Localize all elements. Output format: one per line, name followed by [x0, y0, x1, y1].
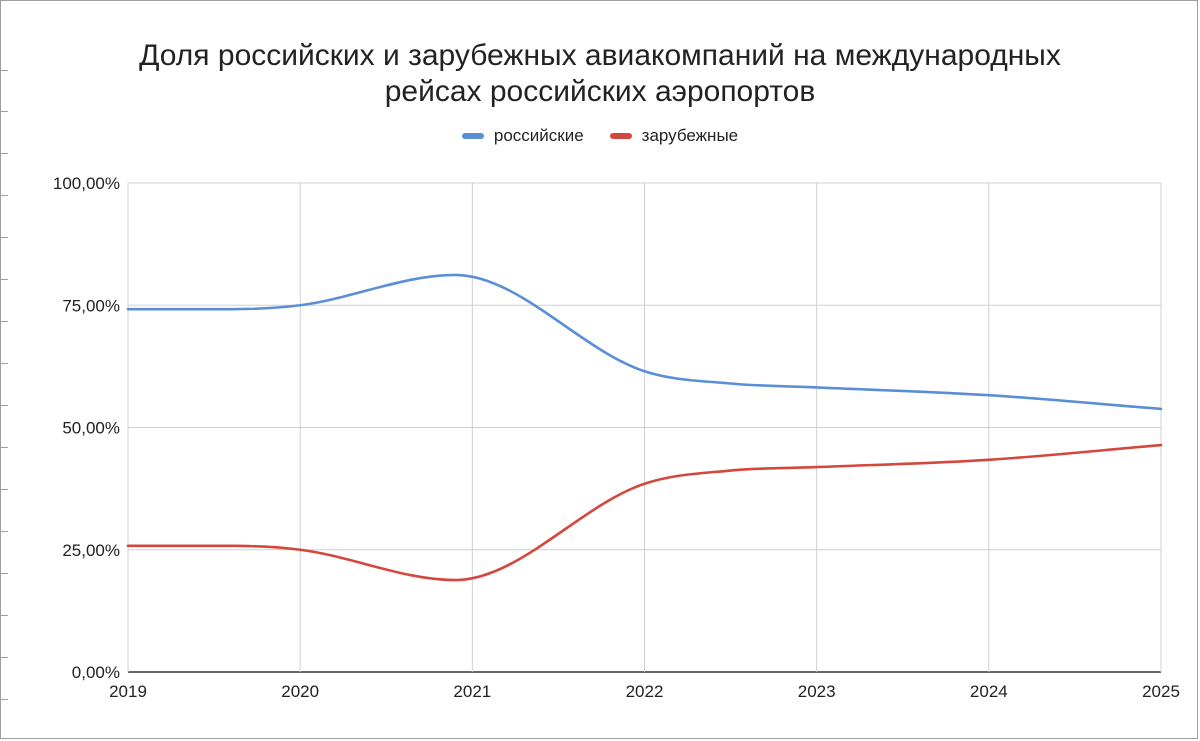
- y-tick-label: 25,00%: [62, 541, 120, 560]
- x-tick-label: 2020: [281, 682, 319, 701]
- y-tick-label: 75,00%: [62, 296, 120, 315]
- series-line-foreign: [126, 443, 1163, 582]
- y-tick-label: 50,00%: [62, 419, 120, 438]
- y-tick-label: 0,00%: [72, 663, 120, 682]
- x-tick-label: 2023: [798, 682, 836, 701]
- chart-title-line-2: рейсах российских аэропортов: [384, 75, 816, 108]
- x-axis-labels: 2019 2020 2021 2022 2023 2024 2025: [109, 682, 1180, 701]
- legend-swatch-foreign: [609, 133, 632, 139]
- chart-title: Доля российских и зарубежных авиакомпани…: [0, 38, 1200, 110]
- chart-title-line-1: Доля российских и зарубежных авиакомпани…: [139, 39, 1061, 72]
- y-tick-label: 100,00%: [53, 174, 120, 193]
- legend-label-foreign: зарубежные: [641, 126, 739, 145]
- legend-item-foreign[interactable]: зарубежные: [609, 126, 739, 146]
- x-tick-label: 2021: [453, 682, 491, 701]
- gridlines: [127, 182, 1162, 673]
- y-axis-labels: 0,00% 25,00% 50,00% 75,00% 100,00%: [53, 174, 120, 682]
- legend-item-russian[interactable]: российские: [461, 126, 584, 146]
- x-tick-label: 2022: [626, 682, 664, 701]
- left-edge-marks: [0, 0, 8, 741]
- chart-legend: российские зарубежные: [0, 126, 1200, 146]
- legend-label-russian: российские: [493, 126, 584, 145]
- series-line-russian: [126, 273, 1163, 411]
- x-tick-label: 2025: [1142, 682, 1180, 701]
- series-lines: [126, 273, 1163, 582]
- x-tick-label: 2024: [970, 682, 1008, 701]
- x-tick-label: 2019: [109, 682, 147, 701]
- legend-swatch-russian: [461, 133, 484, 139]
